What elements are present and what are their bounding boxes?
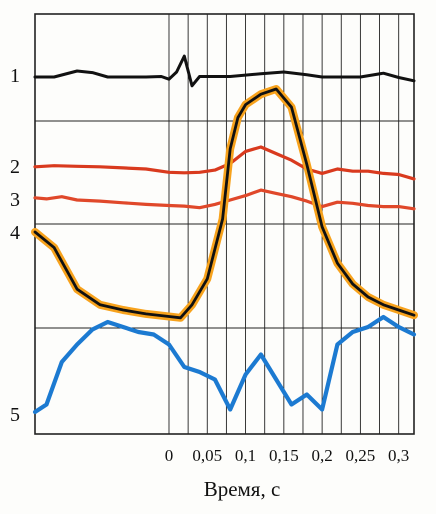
series-layer (31, 54, 418, 415)
x-tick-label: 0,2 (311, 446, 332, 465)
series-line-5 (32, 314, 417, 415)
series-line-1 (33, 54, 416, 88)
x-axis-title: Время, с (204, 477, 281, 501)
label-layer: 1 2 3 4 5 Время, с (10, 65, 280, 501)
series-line-3 (33, 188, 416, 211)
row-label-5: 5 (10, 404, 20, 426)
x-tick-label: 0,3 (388, 446, 409, 465)
row-label-3: 3 (10, 189, 20, 211)
x-tick-label: 0 (165, 446, 174, 465)
x-tick-label: 0,15 (269, 446, 299, 465)
x-tick-label: 0,05 (192, 446, 222, 465)
x-tick-label: 0,1 (235, 446, 256, 465)
tick-layer: 0 0,05 0,1 0,15 0,2 0,25 0,3 (165, 446, 410, 465)
row-label-1: 1 (10, 65, 20, 87)
series-line-2 (33, 145, 416, 181)
grid-layer (34, 13, 415, 435)
series-line-4-core (33, 87, 416, 320)
x-tick-label: 0,25 (346, 446, 376, 465)
row-label-2: 2 (10, 156, 20, 178)
row-label-4: 4 (10, 222, 20, 244)
